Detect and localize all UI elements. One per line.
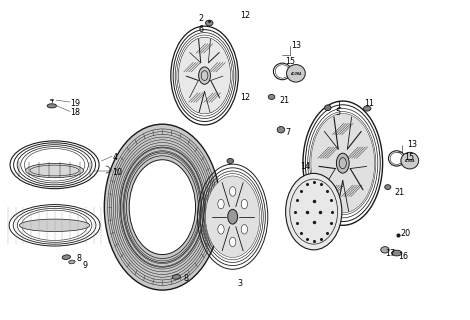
Ellipse shape bbox=[277, 126, 285, 133]
Text: 15: 15 bbox=[404, 153, 414, 162]
Ellipse shape bbox=[381, 247, 389, 253]
Text: 7: 7 bbox=[286, 128, 291, 137]
Text: 9: 9 bbox=[83, 261, 88, 270]
Ellipse shape bbox=[401, 152, 419, 169]
Ellipse shape bbox=[241, 199, 248, 209]
Text: 8: 8 bbox=[183, 274, 188, 283]
Ellipse shape bbox=[179, 37, 231, 114]
Ellipse shape bbox=[392, 250, 402, 256]
Text: 12: 12 bbox=[240, 93, 250, 102]
Ellipse shape bbox=[311, 114, 375, 213]
Ellipse shape bbox=[218, 225, 224, 234]
Ellipse shape bbox=[229, 237, 236, 247]
Text: 3: 3 bbox=[237, 279, 242, 288]
Ellipse shape bbox=[205, 176, 260, 258]
Ellipse shape bbox=[268, 94, 275, 100]
Text: 17: 17 bbox=[385, 249, 395, 258]
Text: 18: 18 bbox=[70, 108, 80, 117]
Text: 20: 20 bbox=[400, 229, 410, 238]
Ellipse shape bbox=[286, 173, 342, 250]
Ellipse shape bbox=[172, 275, 180, 279]
Ellipse shape bbox=[227, 158, 234, 164]
Text: 13: 13 bbox=[407, 140, 417, 149]
Text: 21: 21 bbox=[394, 188, 405, 197]
Text: 12: 12 bbox=[240, 11, 250, 20]
Ellipse shape bbox=[241, 225, 248, 234]
Ellipse shape bbox=[69, 260, 75, 264]
Ellipse shape bbox=[205, 20, 213, 26]
Ellipse shape bbox=[363, 106, 371, 111]
Ellipse shape bbox=[287, 65, 306, 82]
Text: 6: 6 bbox=[199, 25, 204, 34]
Ellipse shape bbox=[199, 67, 211, 84]
Text: 21: 21 bbox=[280, 96, 290, 105]
Text: 14: 14 bbox=[301, 162, 311, 171]
Ellipse shape bbox=[26, 163, 84, 178]
Ellipse shape bbox=[104, 124, 220, 290]
Text: 10: 10 bbox=[112, 168, 122, 177]
Text: 2: 2 bbox=[199, 14, 204, 23]
Text: 16: 16 bbox=[398, 252, 408, 261]
Ellipse shape bbox=[324, 105, 331, 111]
Text: ACURA: ACURA bbox=[405, 159, 415, 163]
Ellipse shape bbox=[47, 104, 56, 108]
Text: 15: 15 bbox=[286, 57, 296, 66]
Ellipse shape bbox=[385, 185, 391, 189]
Ellipse shape bbox=[129, 160, 196, 255]
Text: 13: 13 bbox=[291, 41, 301, 51]
Text: ACURA: ACURA bbox=[290, 72, 302, 76]
Ellipse shape bbox=[337, 153, 349, 173]
Ellipse shape bbox=[229, 187, 236, 196]
Text: 4: 4 bbox=[112, 153, 117, 162]
Ellipse shape bbox=[19, 219, 90, 232]
Text: 8: 8 bbox=[77, 254, 82, 263]
Text: 11: 11 bbox=[364, 99, 374, 108]
Text: 5: 5 bbox=[336, 108, 341, 117]
Text: 19: 19 bbox=[70, 99, 80, 108]
Text: 1: 1 bbox=[336, 101, 341, 110]
Ellipse shape bbox=[218, 199, 224, 209]
Ellipse shape bbox=[62, 255, 70, 260]
Ellipse shape bbox=[228, 209, 237, 224]
